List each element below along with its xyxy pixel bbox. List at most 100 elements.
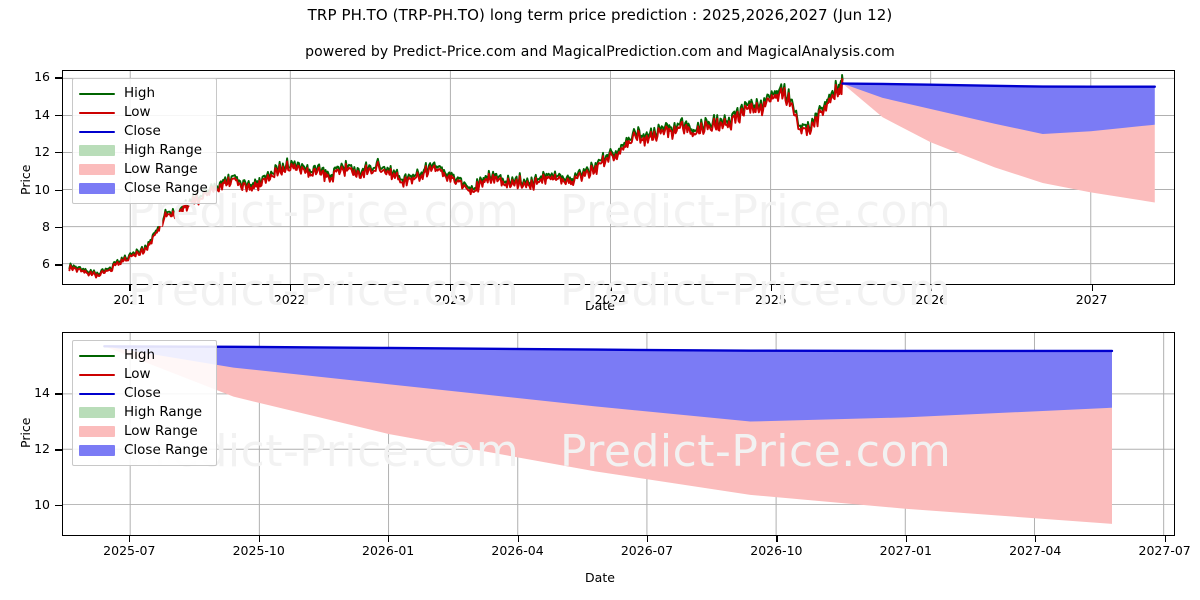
legend-patch-swatch-icon xyxy=(79,406,115,419)
legend-item-high-range[interactable]: High Range xyxy=(79,403,208,422)
y-tick-mark xyxy=(55,114,62,117)
y-tick-mark xyxy=(55,227,62,229)
y-tick-mark xyxy=(55,152,62,154)
y-tick-label: 12 xyxy=(34,441,50,457)
legend-line-swatch-icon xyxy=(79,387,115,400)
legend-item-label: Close Range xyxy=(124,179,208,196)
band-close-range xyxy=(842,83,1155,134)
legend-item-high-range[interactable]: High Range xyxy=(79,141,208,160)
forecast-detail-chart-panel: Predict-Price.com Predict-Price.com Pric… xyxy=(0,318,1200,600)
y-tick-mark xyxy=(55,264,62,266)
band-low-range xyxy=(104,346,1112,524)
x-tick-mark xyxy=(610,285,612,291)
legend-item-label: Low Range xyxy=(124,422,198,439)
x-tick-mark xyxy=(905,536,907,542)
x-tick-label: 2027 xyxy=(1075,292,1108,307)
legend-item-low-range[interactable]: Low Range xyxy=(79,422,208,441)
x-tick-label: 2026 xyxy=(915,292,948,307)
legend-item-high[interactable]: High xyxy=(79,84,208,103)
legend-item-label: Close xyxy=(124,122,161,139)
legend-item-label: High xyxy=(124,346,156,363)
y-tick-label: 10 xyxy=(34,497,50,513)
legend-patch-swatch-icon xyxy=(79,182,115,195)
legend-patch-swatch-icon xyxy=(79,425,115,438)
page-subtitle: powered by Predict-Price.com and Magical… xyxy=(305,44,895,60)
y-tick-label: 12 xyxy=(34,144,50,160)
x-tick-label: 2027-04 xyxy=(1009,543,1062,558)
overview-plot-area xyxy=(62,70,1175,285)
legend-patch-swatch-icon xyxy=(79,144,115,157)
legend-item-label: Low xyxy=(124,103,151,120)
x-tick-mark xyxy=(1164,536,1166,542)
y-tick-mark xyxy=(55,77,62,79)
legend-item-close[interactable]: Close xyxy=(79,122,208,141)
x-tick-mark xyxy=(129,536,131,542)
legend-item-label: High xyxy=(124,84,156,101)
y-tick-mark xyxy=(55,449,62,451)
y-tick-label: 8 xyxy=(42,219,50,235)
legend-item-label: High Range xyxy=(124,403,203,420)
legend-item-low[interactable]: Low xyxy=(79,103,208,122)
y-tick-label: 6 xyxy=(42,256,50,272)
x-tick-mark xyxy=(931,285,933,291)
x-tick-mark xyxy=(388,536,390,542)
x-tick-label: 2023 xyxy=(434,292,466,307)
y-tick-mark xyxy=(55,393,62,395)
overview-plot-svg xyxy=(63,71,1174,284)
x-tick-label: 2021 xyxy=(113,292,146,307)
x-tick-mark xyxy=(289,285,291,291)
x-tick-mark xyxy=(129,285,131,291)
legend-item-label: Low Range xyxy=(124,160,198,177)
forecast-detail-plot-svg xyxy=(63,333,1174,535)
series-line-close xyxy=(841,82,1156,88)
legend-item-low-range[interactable]: Low Range xyxy=(79,160,208,179)
forecast-detail-plot-area xyxy=(62,332,1175,536)
y-tick-mark xyxy=(55,505,62,507)
y-tick-mark xyxy=(55,189,62,191)
y-tick-label: 14 xyxy=(34,385,50,401)
y-tick-label: 16 xyxy=(34,69,50,85)
legend-item-close[interactable]: Close xyxy=(79,384,208,403)
x-tick-mark xyxy=(258,536,260,542)
series-line-close xyxy=(103,345,1114,353)
legend-item-close-range[interactable]: Close Range xyxy=(79,441,208,460)
y-tick-label: 10 xyxy=(34,181,50,197)
overview-legend: High Low Close High Range Low Range Close Ran… xyxy=(72,78,217,204)
x-tick-label: 2026-01 xyxy=(362,543,415,558)
x-tick-label: 2026-10 xyxy=(750,543,803,558)
x-tick-label: 2027-07 xyxy=(1138,543,1191,558)
legend-item-low[interactable]: Low xyxy=(79,365,208,384)
band-low-range xyxy=(842,83,1155,203)
legend-line-swatch-icon xyxy=(79,106,115,119)
x-tick-mark xyxy=(1091,285,1093,291)
legend-patch-swatch-icon xyxy=(79,163,115,176)
legend-item-label: Close xyxy=(124,384,161,401)
x-tick-mark xyxy=(646,536,649,542)
band-close-range xyxy=(104,346,1112,422)
legend-item-label: Low xyxy=(124,365,151,382)
x-tick-label: 2026-04 xyxy=(491,543,544,558)
x-tick-mark xyxy=(450,285,452,291)
legend-line-swatch-icon xyxy=(79,87,115,100)
x-tick-label: 2025-07 xyxy=(103,543,156,558)
legend-item-high[interactable]: High xyxy=(79,346,208,365)
y-tick-label: 14 xyxy=(34,106,50,122)
forecast-x-axis-label: Date xyxy=(585,570,615,585)
overview-chart-panel: Predict-Price.com Predict-Price.com Pred… xyxy=(0,60,1200,316)
legend-line-swatch-icon xyxy=(79,125,115,138)
x-tick-label: 2025 xyxy=(754,292,787,307)
x-tick-mark xyxy=(770,285,773,291)
legend-item-label: Close Range xyxy=(124,441,208,458)
x-tick-mark xyxy=(517,536,519,542)
x-tick-label: 2027-01 xyxy=(879,543,932,558)
x-tick-label: 2022 xyxy=(273,292,306,307)
page-title: TRP PH.TO (TRP-PH.TO) long term price pr… xyxy=(307,6,893,24)
x-tick-label: 2026-07 xyxy=(620,543,674,558)
x-tick-label: 2025-10 xyxy=(232,543,285,558)
x-tick-mark xyxy=(1035,536,1037,542)
legend-line-swatch-icon xyxy=(79,349,115,362)
legend-patch-swatch-icon xyxy=(79,444,115,457)
legend-item-close-range[interactable]: Close Range xyxy=(79,179,208,198)
overview-x-axis-label: Date xyxy=(585,298,615,313)
